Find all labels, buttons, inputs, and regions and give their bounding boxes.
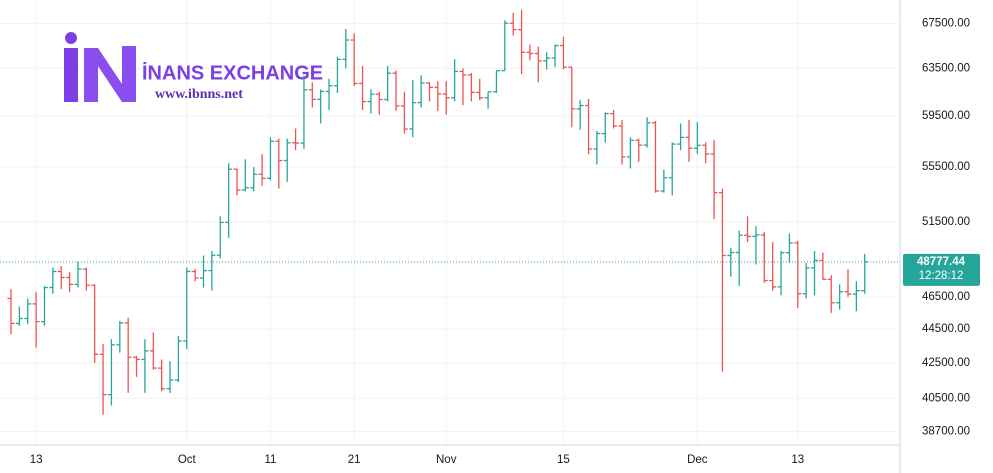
y-tick-label: 51500.00 <box>922 216 970 228</box>
y-tick-label: 67500.00 <box>922 18 970 30</box>
x-tick-label: 13 <box>30 454 43 466</box>
y-tick-label: 44500.00 <box>922 323 970 335</box>
last-price-label: 48777.44 <box>917 256 966 268</box>
x-tick-label: 13 <box>791 454 804 466</box>
logo-text: İNANS EXCHANGE <box>142 61 323 84</box>
logo-n <box>84 46 136 102</box>
logo-url: www.ibnns.net <box>155 87 243 102</box>
x-tick-label: 15 <box>557 454 570 466</box>
x-tick-label: Nov <box>436 454 457 466</box>
y-tick-label: 63500.00 <box>922 62 970 74</box>
last-price-box <box>903 253 980 286</box>
y-tick-label: 59500.00 <box>922 110 970 122</box>
y-tick-label: 46500.00 <box>922 291 970 303</box>
countdown-label: 12:28:12 <box>919 270 964 282</box>
logo-bar <box>64 48 78 102</box>
y-tick-label: 55500.00 <box>922 161 970 173</box>
y-tick-label: 38700.00 <box>922 426 970 438</box>
y-tick-label: 42500.00 <box>922 357 970 369</box>
logo-dot <box>65 32 77 44</box>
y-tick-label: 40500.00 <box>922 392 970 404</box>
x-tick-label: Oct <box>178 454 197 466</box>
x-tick-label: 21 <box>348 454 361 466</box>
x-tick-label: Dec <box>687 454 708 466</box>
logo <box>64 32 136 102</box>
x-tick-label: 11 <box>264 454 276 466</box>
